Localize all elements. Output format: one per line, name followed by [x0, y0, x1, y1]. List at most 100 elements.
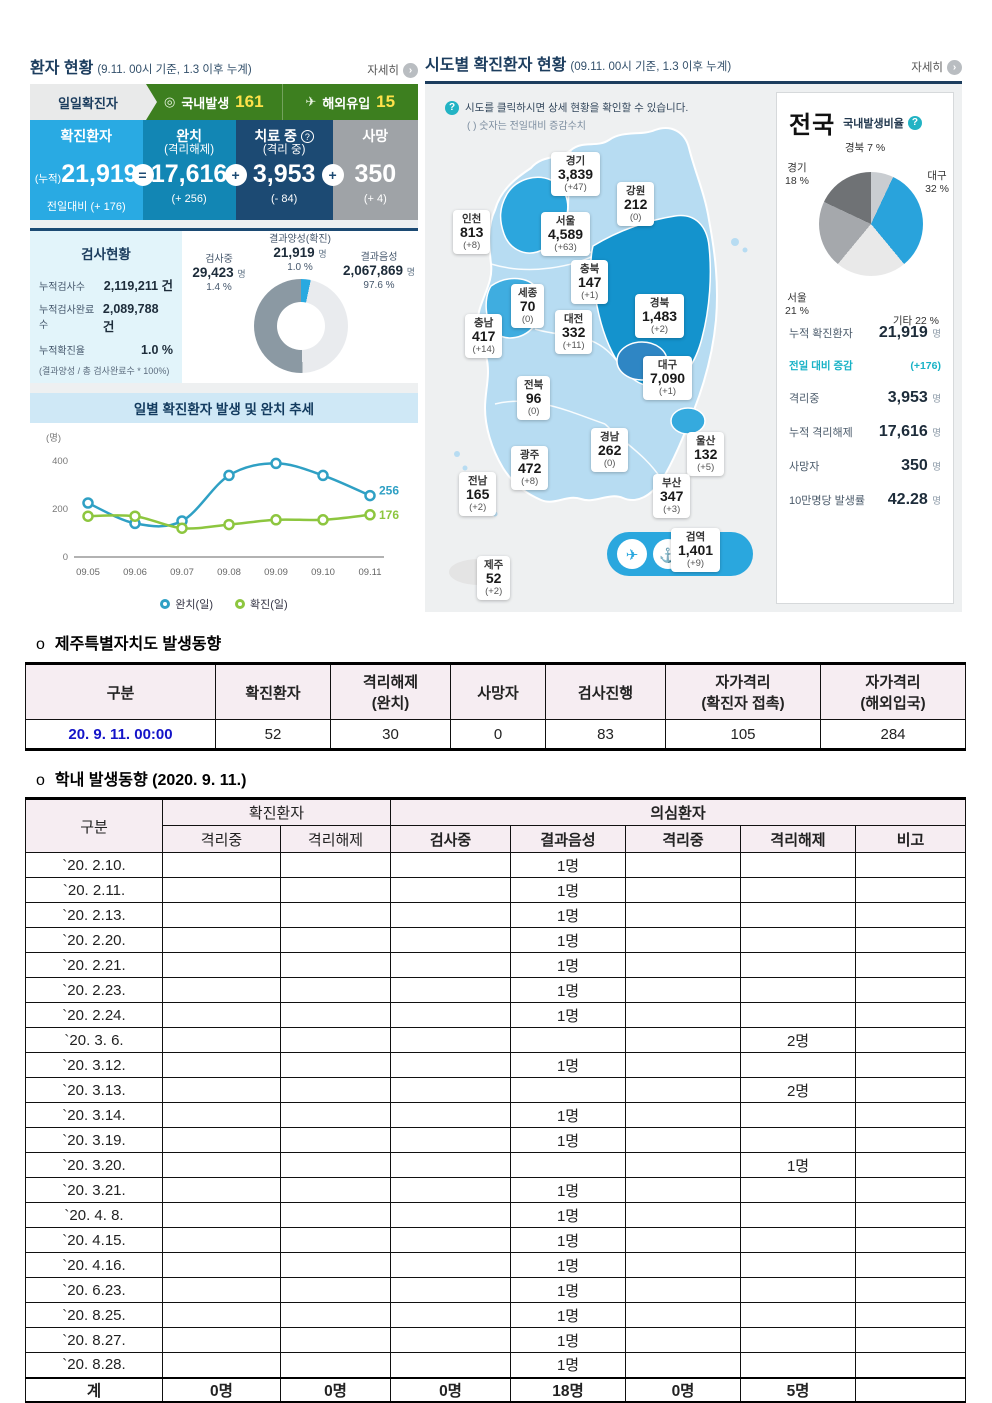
value-cell — [625, 1277, 742, 1303]
tab-daily-confirmed[interactable]: 일일확진자 — [30, 84, 157, 120]
value-cell — [279, 977, 392, 1003]
date-cell: `20. 6.23. — [25, 1277, 163, 1303]
region-callout-전남[interactable]: 전남 165 (+2) — [459, 472, 497, 516]
value-cell — [162, 927, 281, 953]
value-cell — [740, 1052, 857, 1078]
value-cell: 1명 — [510, 977, 627, 1003]
region-callout-경북[interactable]: 경북 1,483 (+2) — [635, 294, 685, 338]
date-cell: `20. 3.13. — [25, 1077, 163, 1103]
region-callout-경기[interactable]: 경기 3,839 (+47) — [551, 152, 601, 196]
value-cell — [279, 1077, 392, 1103]
help-question-icon[interactable]: ? — [300, 130, 314, 143]
value-cell — [390, 1252, 512, 1278]
stat-card-delta: 전일대비 (+ 176) — [46, 201, 126, 213]
jeju-section-heading: o 제주특별자치도 발생동향 — [36, 636, 222, 653]
date-cell: `20. 3.20. — [25, 1152, 163, 1178]
stat-card-sublabel — [333, 144, 418, 157]
table-row: `20. 4.16. 1명 — [25, 1252, 967, 1278]
table-row: `20. 2.13. 1명 — [25, 902, 967, 928]
value-cell — [855, 1152, 967, 1178]
table-row: `20. 2.23. 1명 — [25, 977, 967, 1003]
region-callout-대전[interactable]: 대전 332 (+11) — [555, 310, 593, 354]
region-callout-울산[interactable]: 울산 132 (+5) — [687, 432, 725, 476]
table-header-row: 구분 확진환자 격리해제 (완치) 사망자 검사진행 자가격리 (확진자 접촉) 자가격리 … — [25, 663, 966, 720]
value-cell — [390, 977, 512, 1003]
region-callout-대구[interactable]: 대구 7,090 (+1) — [643, 356, 693, 400]
value-cell — [390, 1027, 512, 1053]
national-stat-row: 격리중 3,953 명 — [789, 389, 941, 406]
value-cell — [279, 927, 392, 953]
value-cell: 1명 — [510, 1127, 627, 1153]
value-cell — [855, 927, 967, 953]
patient-status-panel: 환자 현황 (9.11. 00시 기준, 1.3 이후 누계) 자세히 › 일일확… — [30, 50, 418, 618]
value-cell: 83 — [545, 719, 666, 750]
test-status-row: 누적검사완료수 2,089,788 건 — [39, 302, 159, 334]
help-question-icon[interactable]: ? — [907, 115, 922, 130]
value-cell — [740, 852, 857, 878]
value-cell — [855, 1202, 967, 1228]
korea-map: ? 시도를 클릭하시면 상세 현황을 확인할 수 있습니다. ( ) 숫자는 전… — [431, 88, 779, 608]
patient-status-more-button[interactable]: 자세히 › — [367, 62, 418, 78]
value-cell — [855, 877, 967, 903]
stat-cards-row: 확진환자 (누적)21,919 전일대비 (+ 176) 완치 (격리해제) 17,61… — [30, 120, 418, 220]
value-cell — [740, 1227, 857, 1253]
date-cell: `20. 4.15. — [25, 1227, 163, 1253]
date-cell: `20. 2.10. — [25, 852, 163, 878]
stat-card-sublabel: (격리 중) — [262, 144, 306, 156]
region-callout-경남[interactable]: 경남 262 (0) — [591, 428, 629, 472]
value-cell — [162, 1077, 281, 1103]
column-header: 확진환자 — [215, 663, 331, 720]
region-callout-광주[interactable]: 광주 472 (+8) — [511, 446, 549, 490]
value-cell — [279, 852, 392, 878]
value-cell — [625, 927, 742, 953]
date-cell: 20. 9. 11. 00:00 — [25, 719, 216, 750]
stat-card-value: 3,953 — [252, 160, 316, 188]
region-callout-충남[interactable]: 충남 417 (+14) — [465, 314, 503, 358]
value-cell — [279, 1327, 392, 1353]
regional-status-more-button[interactable]: 자세히 › — [911, 59, 962, 75]
region-callout-충북[interactable]: 충북 147 (+1) — [571, 260, 609, 304]
value-cell: 5명 — [740, 1376, 857, 1403]
value-cell: 1명 — [510, 1302, 627, 1328]
region-callout-부산[interactable]: 부산 347 (+3) — [653, 474, 691, 518]
help-question-icon[interactable]: ? — [445, 100, 459, 115]
value-cell — [390, 952, 512, 978]
value-cell: 284 — [820, 719, 966, 750]
date-cell: `20. 2.20. — [25, 927, 163, 953]
region-callout-제주[interactable]: 제주 52 (+2) — [477, 556, 511, 600]
value-cell: 1명 — [510, 1327, 627, 1353]
column-header: 격리해제 — [279, 825, 392, 853]
value-cell — [390, 902, 512, 928]
region-callout-인천[interactable]: 인천 813 (+8) — [453, 210, 491, 254]
value-cell — [390, 1152, 512, 1178]
value-cell: 1명 — [510, 1177, 627, 1203]
column-header: 자가격리 (확진자 접촉) — [665, 663, 821, 720]
date-cell: `20. 8.27. — [25, 1327, 163, 1353]
stat-card-delta: (+ 256) — [171, 193, 207, 205]
region-callout-세종[interactable]: 세종 70 (0) — [511, 284, 545, 328]
value-cell — [740, 952, 857, 978]
value-cell — [390, 1102, 512, 1128]
svg-text:09.07: 09.07 — [170, 567, 194, 578]
patient-status-title: 환자 현황 (9.11. 00시 기준, 1.3 이후 누계) — [30, 60, 252, 77]
value-cell — [390, 1327, 512, 1353]
value-cell — [390, 852, 512, 878]
table-total-row: 계 0명 0명 0명 18명 0명 5명 — [25, 1376, 967, 1403]
date-cell: `20. 2.24. — [25, 1002, 163, 1028]
date-cell: `20. 8.28. — [25, 1352, 163, 1378]
value-cell — [855, 1102, 967, 1128]
stat-separator-icon: = — [131, 164, 154, 186]
domestic-ratio-label: 국내발생비율 ? — [843, 115, 922, 131]
region-callout-강원[interactable]: 강원 212 (0) — [617, 182, 655, 226]
value-cell — [625, 1152, 742, 1178]
table-row: `20. 3. 6. 2명 — [25, 1027, 967, 1053]
national-title: 전국 — [789, 112, 836, 139]
table-subheader-row: 격리중 격리해제 검사중 결과음성 격리중 격리해제 비고 — [26, 825, 967, 853]
region-callout-검역[interactable]: 검역 1,401 (+9) — [671, 528, 721, 572]
regional-status-title: 시도별 확진환자 현황 (09.11. 00시 기준, 1.3 이후 누계) — [425, 57, 732, 74]
ulsan-region — [670, 407, 706, 435]
region-callout-전북[interactable]: 전북 96 (0) — [517, 376, 551, 420]
region-callout-서울[interactable]: 서울 4,589 (+63) — [541, 212, 591, 256]
